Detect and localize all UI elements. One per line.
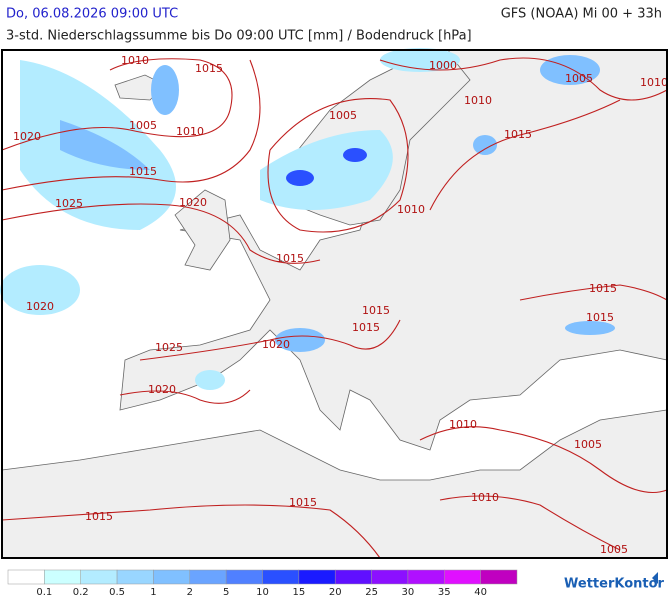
legend-swatch: [371, 569, 409, 585]
isobar-line: [439, 495, 621, 551]
isobar-label: 1020: [262, 338, 290, 351]
legend-label: 0.5: [109, 587, 125, 598]
isobar-line: [519, 284, 668, 301]
legend-label: 0.1: [36, 587, 52, 598]
precipitation: [151, 65, 179, 115]
isobar-line: [267, 98, 409, 233]
legend-swatch: [189, 569, 227, 585]
legend-swatch: [80, 569, 118, 585]
isobar-label: 1005: [600, 543, 628, 556]
precipitation: [275, 328, 325, 352]
legend-label: 5: [223, 587, 229, 598]
legend-label: 40: [474, 587, 487, 598]
isobar-label: 1025: [155, 341, 183, 354]
isobar-label: 1005: [565, 72, 593, 85]
isobar-line: [1, 59, 261, 191]
precipitation: [473, 135, 497, 155]
legend-swatch: [116, 569, 154, 585]
legend-label: 15: [292, 587, 305, 598]
isobar-line: [1, 58, 233, 151]
legend-swatch: [334, 569, 372, 585]
precipitation: [195, 370, 225, 390]
legend-label: 20: [329, 587, 342, 598]
isobar-label: 1005: [574, 438, 602, 451]
precipitation: [343, 148, 367, 162]
legend-swatch: [480, 569, 518, 585]
isobar-label: 1015: [352, 321, 380, 334]
precipitation: [60, 120, 150, 170]
isobar-line: [1, 504, 381, 559]
isobar-label: 1015: [276, 252, 304, 265]
isobar-label: 1015: [586, 311, 614, 324]
isobar-label: 1010: [471, 491, 499, 504]
date-label: Do, 06.08.2026 09:00 UTC: [6, 7, 178, 22]
legend-swatch: [407, 569, 445, 585]
logo: WetterKontor: [564, 572, 665, 592]
subtitle: 3-std. Niederschlagssumme bis Do 09:00 U…: [6, 29, 472, 44]
map: [0, 48, 668, 559]
isobar-line: [379, 57, 668, 101]
logo-text: WetterKontor: [564, 577, 665, 592]
precipitation: [286, 170, 314, 186]
isobar-line: [1, 203, 321, 264]
legend-swatch: [153, 569, 191, 585]
isobar-label: 1020: [13, 130, 41, 143]
isobar-label: 1020: [148, 383, 176, 396]
isobar-label: 1015: [289, 496, 317, 509]
isobar-label: 1015: [504, 128, 532, 141]
precipitation: [0, 265, 80, 315]
isobar-label: 1015: [195, 62, 223, 75]
isobar-label: 1010: [121, 54, 149, 67]
legend-label: 1: [150, 587, 156, 598]
legend-swatch: [44, 569, 81, 585]
legend-label: 35: [438, 587, 451, 598]
isobar-label: 1005: [129, 119, 157, 132]
legend-swatch: [225, 569, 263, 585]
logo-icon: [652, 572, 658, 584]
precipitation: [565, 321, 615, 335]
legend-swatch: [262, 569, 300, 585]
isobar-label: 1025: [55, 197, 83, 210]
isobar-label: 1005: [329, 109, 357, 122]
model-label: GFS (NOAA) Mi 00 + 33h: [501, 7, 662, 22]
legend-label: 30: [402, 587, 415, 598]
isobar-label: 1015: [85, 510, 113, 523]
legend-swatch: [7, 569, 45, 585]
isobar-line: [429, 99, 621, 211]
legend-swatch: [298, 569, 336, 585]
isobar-label: 1000: [429, 59, 457, 72]
legend-label: 0.2: [73, 587, 89, 598]
legend-swatch: [444, 569, 481, 585]
isobar-label: 1010: [464, 94, 492, 107]
isobar-labels: 1010 1015 1005 1010 1020 1015 1025 1020 …: [13, 54, 668, 556]
isobar-line: [119, 389, 251, 404]
isobar-label: 1015: [362, 304, 390, 317]
isobar-label: 1020: [26, 300, 54, 313]
britain: [174, 189, 231, 271]
isobar-label: 1010: [449, 418, 477, 431]
isobar-label: 1010: [176, 125, 204, 138]
isobar-label: 1020: [179, 196, 207, 209]
isobar-line: [419, 426, 668, 494]
legend-label: 10: [256, 587, 269, 598]
map-frame: [1, 49, 668, 559]
isobar-label: 1010: [640, 76, 668, 89]
isobar-line: [139, 319, 401, 361]
legend: 0.1 0.2 0.5 1 2 5 10 15 20 25 30 35 40: [7, 569, 518, 598]
isobar-label: 1015: [129, 165, 157, 178]
legend-label: 25: [365, 587, 378, 598]
legend-label: 2: [187, 587, 193, 598]
isobar-label: 1015: [589, 282, 617, 295]
isobar-label: 1010: [397, 203, 425, 216]
